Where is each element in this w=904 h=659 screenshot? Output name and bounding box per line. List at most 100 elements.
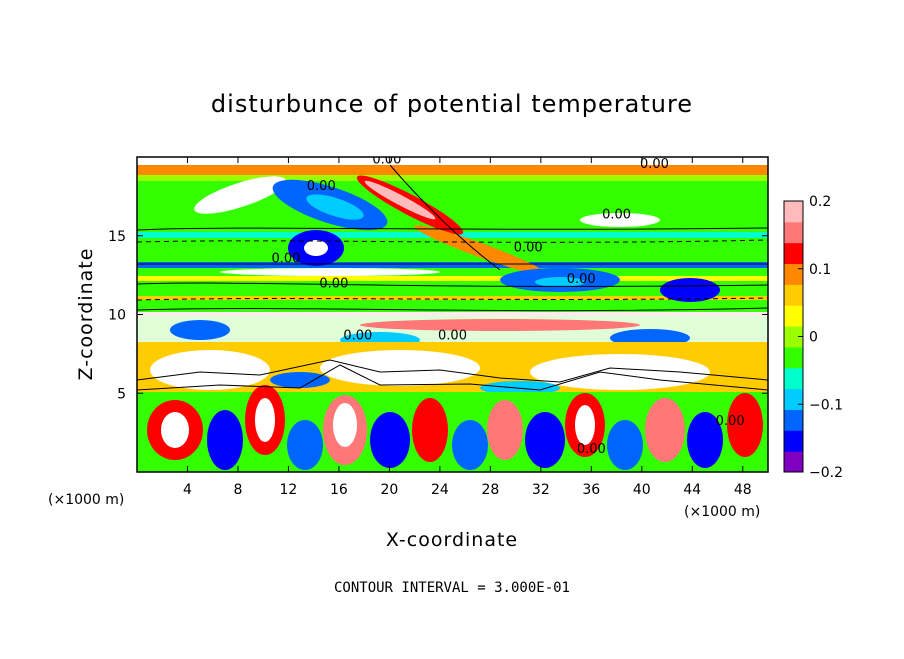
x-tick-label: 16 xyxy=(330,482,348,498)
contour-upper xyxy=(137,227,768,231)
contour-upper-diagonal xyxy=(389,164,501,271)
band-mid-orange xyxy=(137,296,768,300)
colorbar-tick-label: 0 xyxy=(809,330,818,346)
colorbar-swatch xyxy=(784,242,803,265)
cold-blob-right-12km xyxy=(660,278,720,302)
cold-patch-10km-left xyxy=(170,320,230,340)
contour-label: 0.00 xyxy=(372,152,401,167)
colorbar-swatch xyxy=(784,326,803,348)
contour-label: 0.00 xyxy=(567,272,596,287)
colorbar-tick-label: 0.2 xyxy=(809,194,831,210)
mountain-wave-mid xyxy=(320,350,480,386)
x-tick-label: 48 xyxy=(734,482,752,498)
colorbar-tick-label: −0.2 xyxy=(809,465,843,481)
chart-title: disturbunce of potential temperature xyxy=(211,90,693,118)
contour-label: 0.00 xyxy=(343,329,372,344)
cold-blob-15km-core xyxy=(304,240,328,256)
bl-warm-8 xyxy=(727,393,763,457)
bl-warm-7 xyxy=(645,398,685,462)
contour-label: 0.00 xyxy=(640,157,669,172)
band-upper-orange xyxy=(137,165,768,175)
cold-patch-lower-left xyxy=(270,372,330,388)
warm-anomaly-right-upper xyxy=(580,213,660,227)
colorbar-swatch xyxy=(784,367,803,390)
contour-label: 0.00 xyxy=(438,329,467,344)
cold-core-upper xyxy=(306,194,364,220)
contour-labels: 0.00 0.00 0.00 0.00 0.00 0.00 0.00 0.00 0.00 0.00… xyxy=(271,152,745,457)
x-unit-label-right: (×1000 m) xyxy=(684,504,760,520)
contour-12km xyxy=(137,282,768,287)
contour-label: 0.00 xyxy=(602,207,631,222)
band-tropopause-blue xyxy=(137,262,768,268)
mountain-wave-right xyxy=(530,354,710,390)
contour-10km xyxy=(137,307,768,312)
colorbar: 0.2 0.1 0 −0.1 −0.2 xyxy=(783,194,843,481)
colorbar-tick-label: −0.1 xyxy=(809,397,843,413)
x-tick-label: 8 xyxy=(233,482,242,498)
colorbar-swatch xyxy=(784,305,803,327)
cold-mid-right-core xyxy=(535,277,585,287)
bl-cold-4 xyxy=(452,420,488,470)
mountain-wave-left xyxy=(150,350,270,390)
contour-lines xyxy=(137,164,768,391)
x-axis-title: X-coordinate xyxy=(386,529,518,551)
contour-label: 0.00 xyxy=(514,241,543,256)
bl-cold-1 xyxy=(207,410,243,470)
contour-label: 0.00 xyxy=(319,277,348,292)
contour-label: 0.00 xyxy=(716,414,745,429)
warm-core-diagonal xyxy=(364,180,436,220)
band-tropopause-yellow xyxy=(137,276,768,281)
bl-cold-2 xyxy=(287,420,323,470)
x-tick-label: 44 xyxy=(683,482,701,498)
colorbar-swatch xyxy=(784,221,803,244)
bl-warm-6-core xyxy=(575,405,595,445)
contour-mountain-right xyxy=(137,364,768,391)
x-tick-label: 24 xyxy=(431,482,449,498)
y-axis-ticks: 5 10 15 xyxy=(108,229,768,402)
colorbar-swatches xyxy=(784,201,803,473)
y-tick-label: 15 xyxy=(108,229,126,245)
warm-diagonal-mid xyxy=(414,225,546,275)
bl-cold-6 xyxy=(607,420,643,470)
colorbar-swatch xyxy=(784,346,803,369)
x-tick-label: 28 xyxy=(481,482,499,498)
colorbar-swatch xyxy=(784,409,803,431)
colorbar-tick-label: 0.1 xyxy=(809,262,831,278)
bl-warm-2-core xyxy=(255,398,275,442)
bl-warm-5 xyxy=(487,400,523,460)
band-upper-yellow xyxy=(137,175,768,181)
colorbar-swatch xyxy=(784,388,803,410)
y-tick-label: 10 xyxy=(108,308,126,324)
contour-mountain-left xyxy=(137,359,768,383)
contour-label: 0.00 xyxy=(271,252,300,267)
colorbar-ticks: 0.2 0.1 0 −0.1 −0.2 xyxy=(798,194,843,481)
contour-label: 0.00 xyxy=(577,442,606,457)
bl-cold-7 xyxy=(687,412,723,468)
x-tick-label: 40 xyxy=(633,482,651,498)
contour-label: 0.00 xyxy=(307,179,336,194)
colorbar-swatch xyxy=(784,201,803,223)
bl-warm-3-core xyxy=(333,403,357,447)
colorbar-swatch xyxy=(784,284,803,306)
x-unit-label-left: (×1000 m) xyxy=(48,492,124,508)
bl-cold-5 xyxy=(525,412,565,468)
warm-streak-10km xyxy=(360,319,640,331)
x-tick-label: 4 xyxy=(183,482,192,498)
x-axis-ticks: 4 8 12 16 20 24 28 32 36 40 44 48 xyxy=(183,157,752,498)
y-tick-label: 5 xyxy=(117,386,126,402)
warm-anomaly-upper-left xyxy=(194,176,286,214)
x-tick-label: 12 xyxy=(280,482,298,498)
colorbar-swatch xyxy=(784,263,803,285)
colorbar-swatch xyxy=(784,451,803,473)
warm-thin-layer-13km xyxy=(220,268,440,276)
bl-warm-1-core xyxy=(161,412,189,448)
band-stratosphere-top xyxy=(137,157,768,165)
heatmap-field: 0.00 0.00 0.00 0.00 0.00 0.00 0.00 0.00 0.00 0.00… xyxy=(137,152,768,472)
x-tick-label: 20 xyxy=(380,482,398,498)
y-axis-title: Z-coordinate xyxy=(75,248,97,381)
colorbar-swatch xyxy=(784,430,803,452)
contour-interval-note: CONTOUR INTERVAL = 3.000E-01 xyxy=(334,580,570,596)
bl-warm-4 xyxy=(412,398,448,462)
